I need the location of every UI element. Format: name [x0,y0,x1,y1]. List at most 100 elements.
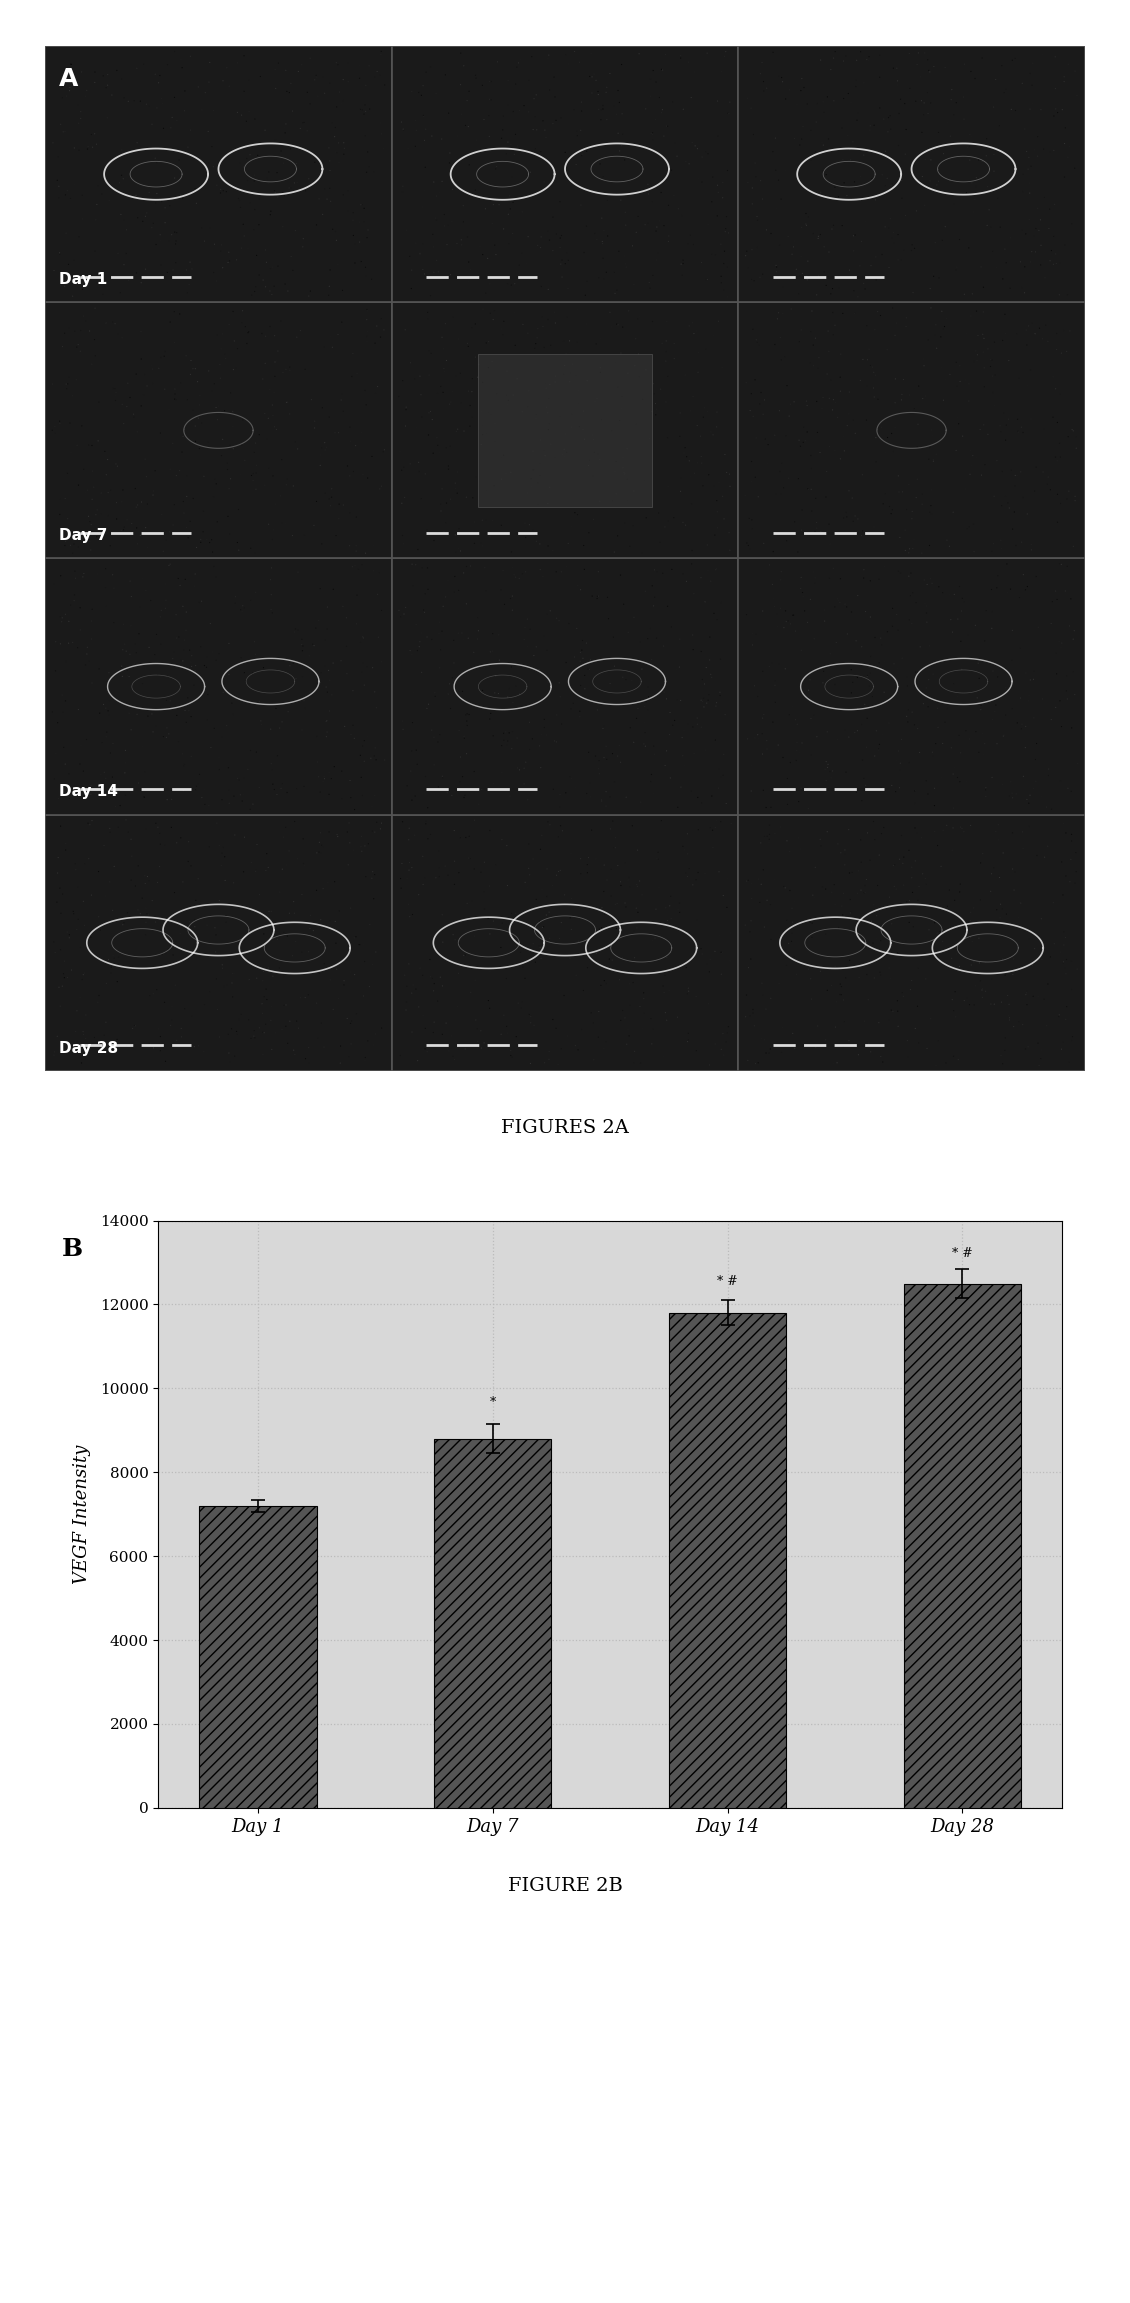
Point [520,824,538,861]
Point [973,39,991,76]
Point [463,359,481,396]
Point [806,560,824,596]
Point [918,567,936,603]
Point [958,129,976,166]
Point [1054,926,1072,963]
Point [982,571,1000,608]
Point [901,905,919,942]
Point [363,788,381,824]
Bar [392,302,738,557]
Point [112,511,130,548]
Point [899,534,918,571]
Point [353,187,371,223]
Point [846,415,864,451]
Point [45,924,63,960]
Point [90,976,108,1013]
Point [360,967,379,1004]
Point [415,97,433,134]
Point [817,751,835,788]
Point [942,81,960,117]
Point [1048,244,1066,281]
Point [970,645,988,682]
Point [620,868,638,905]
Point [890,841,909,877]
Point [822,788,840,824]
Point [371,470,389,507]
Point [781,71,799,108]
Point [991,900,1009,937]
Point [81,919,99,956]
Point [444,1039,462,1076]
Point [555,355,573,392]
Point [120,83,138,120]
Point [610,728,628,765]
Point [503,267,521,304]
Point [1048,332,1066,368]
Point [832,560,850,596]
Point [835,81,853,117]
Point [354,620,372,656]
Point [612,334,631,371]
Point [292,979,310,1016]
Point [452,532,470,569]
Point [765,587,783,624]
Point [200,145,218,182]
Point [82,507,101,544]
Point [208,504,226,541]
Point [236,442,254,479]
Point [654,1039,672,1076]
Point [411,624,429,661]
Point [1051,424,1069,461]
Point [153,81,171,117]
Point [1017,1029,1035,1066]
Point [836,960,854,997]
Point [996,295,1014,332]
Point [200,64,218,101]
Point [353,415,371,451]
Point [972,249,990,286]
Point [106,306,124,343]
Point [182,645,200,682]
Point [411,235,429,272]
Point [629,691,647,728]
Point [55,267,73,304]
Point [976,944,994,981]
Point [338,629,356,666]
Point [716,435,734,472]
Point [807,320,825,357]
Point [539,527,557,564]
Point [554,813,572,850]
Point [296,979,314,1016]
Point [975,350,993,387]
Point [499,62,518,99]
Point [841,942,859,979]
Point [955,78,973,115]
Point [589,1018,607,1055]
Point [56,523,75,560]
Point [762,887,780,924]
Point [1059,46,1077,83]
Point [201,940,219,976]
Point [445,573,463,610]
Point [767,152,785,189]
Point [1019,309,1037,345]
Point [60,246,78,283]
Point [1038,827,1057,864]
Point [642,755,660,792]
Point [1066,613,1084,649]
Point [760,806,779,843]
Point [942,940,960,976]
Point [619,1011,637,1048]
Point [445,622,463,659]
Point [537,120,555,157]
Point [823,967,841,1004]
Point [145,472,163,509]
Point [221,375,240,412]
Point [277,504,295,541]
Point [989,557,1007,594]
Point [770,58,788,94]
Point [991,408,1009,444]
Point [721,83,739,120]
Point [1066,864,1084,900]
Point [965,944,983,981]
